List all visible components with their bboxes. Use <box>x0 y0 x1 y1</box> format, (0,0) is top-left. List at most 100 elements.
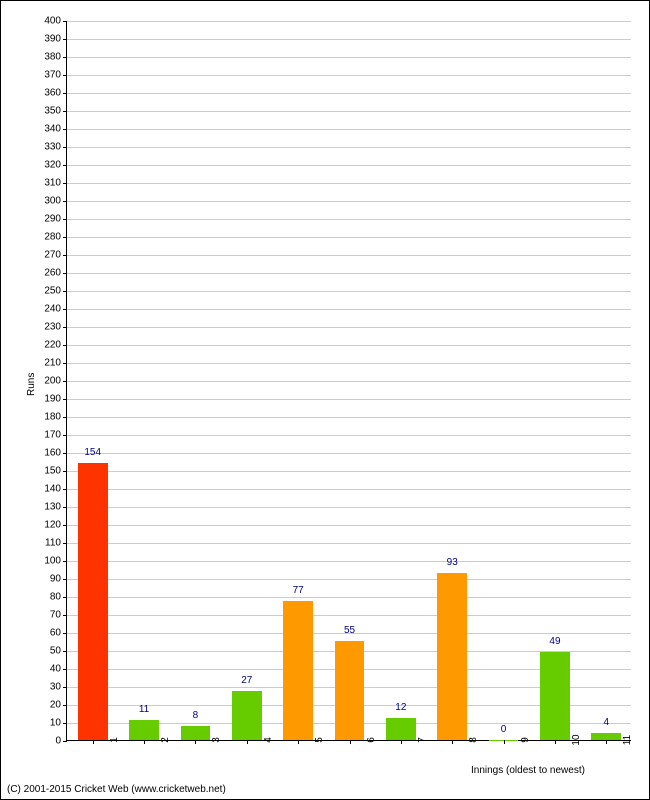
y-tick-label: 40 <box>50 664 67 675</box>
bar <box>78 463 108 740</box>
grid-line <box>67 273 631 274</box>
grid-line <box>67 111 631 112</box>
x-tick-label: 2 <box>144 737 171 743</box>
grid-line <box>67 309 631 310</box>
y-tick-label: 60 <box>50 628 67 639</box>
grid-line <box>67 561 631 562</box>
bar-value-label: 55 <box>344 625 355 636</box>
grid-line <box>67 345 631 346</box>
grid-line <box>67 597 631 598</box>
y-tick-label: 190 <box>44 394 67 405</box>
y-tick-label: 360 <box>44 88 67 99</box>
y-tick-label: 30 <box>50 682 67 693</box>
grid-line <box>67 129 631 130</box>
grid-line <box>67 57 631 58</box>
bar-value-label: 0 <box>501 724 507 735</box>
grid-line <box>67 417 631 418</box>
y-tick-label: 350 <box>44 106 67 117</box>
grid-line <box>67 21 631 22</box>
y-tick-label: 90 <box>50 574 67 585</box>
y-tick-label: 250 <box>44 286 67 297</box>
bar-value-label: 4 <box>604 717 610 728</box>
x-tick-label: 1 <box>93 737 120 743</box>
grid-line <box>67 615 631 616</box>
y-tick-label: 380 <box>44 52 67 63</box>
y-tick-label: 300 <box>44 196 67 207</box>
grid-line <box>67 255 631 256</box>
y-tick-label: 400 <box>44 16 67 27</box>
y-tick-label: 130 <box>44 502 67 513</box>
x-tick-label: 4 <box>247 737 274 743</box>
y-tick-label: 120 <box>44 520 67 531</box>
grid-line <box>67 579 631 580</box>
y-tick-label: 260 <box>44 268 67 279</box>
x-tick-label: 7 <box>401 737 428 743</box>
grid-line <box>67 165 631 166</box>
y-tick-label: 180 <box>44 412 67 423</box>
grid-line <box>67 381 631 382</box>
grid-line <box>67 471 631 472</box>
x-tick-label: 8 <box>452 737 479 743</box>
grid-line <box>67 237 631 238</box>
y-tick-label: 20 <box>50 700 67 711</box>
grid-line <box>67 147 631 148</box>
y-tick-label: 150 <box>44 466 67 477</box>
y-tick-label: 230 <box>44 322 67 333</box>
y-tick-label: 270 <box>44 250 67 261</box>
y-tick-label: 210 <box>44 358 67 369</box>
y-tick-label: 390 <box>44 34 67 45</box>
y-tick-label: 70 <box>50 610 67 621</box>
y-tick-label: 220 <box>44 340 67 351</box>
grid-line <box>67 399 631 400</box>
x-tick-label: 6 <box>350 737 377 743</box>
y-tick-label: 280 <box>44 232 67 243</box>
bar <box>540 652 570 740</box>
bar-value-label: 93 <box>447 557 458 568</box>
grid-line <box>67 525 631 526</box>
y-tick-label: 330 <box>44 142 67 153</box>
y-tick-label: 160 <box>44 448 67 459</box>
y-tick-label: 200 <box>44 376 67 387</box>
y-tick-label: 170 <box>44 430 67 441</box>
bar <box>437 573 467 740</box>
grid-line <box>67 507 631 508</box>
y-tick-label: 0 <box>55 736 67 747</box>
grid-line <box>67 219 631 220</box>
y-tick-label: 140 <box>44 484 67 495</box>
grid-line <box>67 453 631 454</box>
grid-line <box>67 39 631 40</box>
grid-line <box>67 93 631 94</box>
y-tick-label: 80 <box>50 592 67 603</box>
grid-line <box>67 327 631 328</box>
y-tick-label: 10 <box>50 718 67 729</box>
y-tick-label: 340 <box>44 124 67 135</box>
grid-line <box>67 75 631 76</box>
y-tick-label: 100 <box>44 556 67 567</box>
plot-area: 0102030405060708090100110120130140150160… <box>66 21 631 741</box>
bar <box>283 601 313 740</box>
bar-value-label: 27 <box>241 675 252 686</box>
grid-line <box>67 201 631 202</box>
bar-value-label: 8 <box>193 710 199 721</box>
x-tick-label: 10 <box>555 734 582 745</box>
y-tick-label: 290 <box>44 214 67 225</box>
bar <box>335 641 365 740</box>
grid-line <box>67 363 631 364</box>
y-axis-title: Runs <box>26 373 37 396</box>
grid-line <box>67 183 631 184</box>
x-tick-label: 5 <box>298 737 325 743</box>
grid-line <box>67 543 631 544</box>
y-tick-label: 110 <box>45 538 67 549</box>
y-tick-label: 370 <box>44 70 67 81</box>
y-tick-label: 50 <box>50 646 67 657</box>
bar-value-label: 77 <box>293 585 304 596</box>
x-tick-label: 9 <box>504 737 531 743</box>
bar <box>232 691 262 740</box>
bar-value-label: 154 <box>84 447 101 458</box>
x-tick-label: 11 <box>606 735 633 745</box>
y-tick-label: 320 <box>44 160 67 171</box>
x-tick-label: 3 <box>195 737 222 743</box>
x-axis-title: Innings (oldest to newest) <box>471 765 585 776</box>
bar-value-label: 11 <box>139 704 149 715</box>
bar-value-label: 49 <box>549 636 560 647</box>
